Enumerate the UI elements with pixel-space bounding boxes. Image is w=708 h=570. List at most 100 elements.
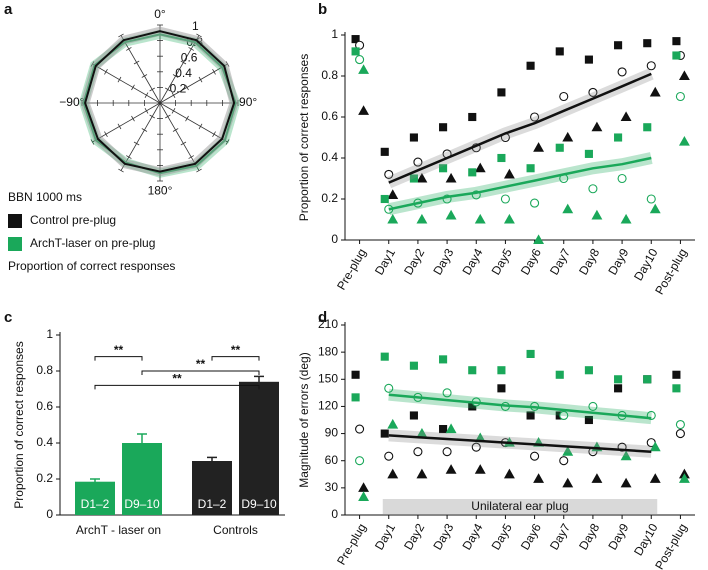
data-point [409, 411, 418, 420]
trend-line [388, 156, 652, 211]
data-point [416, 213, 428, 224]
data-point [497, 153, 506, 163]
r-tick [165, 114, 171, 119]
r-tick [185, 115, 189, 122]
data-point [562, 203, 574, 214]
data-point [380, 194, 389, 204]
r-tick [212, 69, 216, 75]
data-point [439, 355, 448, 364]
data-point [413, 447, 423, 457]
data-point [468, 366, 477, 375]
x-tick-label: Day6 [518, 246, 544, 278]
y-tick-label: 0.2 [321, 191, 338, 205]
x-tick-label: Pre-plug [334, 521, 369, 567]
trend-line [388, 393, 652, 420]
r-tick [133, 141, 140, 146]
x-tick-label: Day8 [576, 246, 602, 278]
data-point [503, 468, 515, 479]
band-label: Unilateral ear plug [471, 499, 568, 513]
data-point [672, 370, 681, 379]
data-point [559, 410, 569, 421]
r-tick [133, 60, 140, 65]
x-tick-label: Day6 [518, 521, 544, 553]
data-point [614, 375, 623, 384]
data-point [384, 169, 394, 179]
data-point [526, 61, 535, 70]
data-point [351, 393, 360, 402]
y-tick-label: 0.4 [321, 150, 338, 164]
y-tick-label: 1 [46, 327, 53, 341]
r-tick [165, 87, 171, 92]
x-tick-label: Day10 [631, 521, 661, 558]
trend-line [388, 434, 652, 453]
data-point [468, 168, 477, 177]
data-point [439, 424, 448, 434]
data-point [474, 464, 486, 474]
data-point [643, 123, 652, 132]
data-point [562, 131, 574, 142]
data-point [562, 446, 574, 456]
x-tick-label: Day4 [459, 246, 485, 278]
data-point [409, 133, 418, 142]
data-point [384, 383, 394, 393]
x-tick-label: Day2 [401, 246, 427, 278]
data-point [678, 473, 690, 483]
bar-label: D9–10 [124, 497, 160, 511]
r-tick [198, 123, 203, 130]
spoke [120, 102, 161, 171]
data-point [380, 429, 389, 438]
r-tick [212, 131, 216, 137]
data-point [555, 47, 564, 56]
x-tick-label: Day1 [372, 521, 398, 553]
y-tick-label: 0 [331, 507, 338, 521]
panel-letter: a [4, 1, 13, 18]
trend-line [388, 72, 652, 184]
data-point [358, 482, 370, 492]
sig-bracket [141, 370, 260, 375]
data-point [416, 172, 428, 183]
x-tick-label: Day10 [631, 246, 661, 283]
caption: Proportion of correct responses [8, 259, 175, 273]
bar-label: D1–2 [198, 497, 227, 511]
spoke [120, 35, 161, 104]
y-tick-label: 30 [325, 480, 339, 494]
data-point [559, 456, 569, 466]
legend-label: Control pre-plug [30, 213, 116, 227]
data-point [584, 415, 593, 425]
data-point [387, 468, 399, 479]
x-tick-label: Day5 [489, 521, 515, 553]
bar-label: D1–2 [81, 497, 110, 511]
data-point [445, 172, 457, 183]
data-point [409, 174, 418, 183]
data-point [355, 55, 365, 65]
data-point [384, 451, 394, 461]
y-tick-label: 180 [318, 344, 338, 358]
bar [239, 381, 279, 515]
data-point [562, 477, 574, 488]
data-point [588, 184, 598, 194]
data-point [351, 370, 360, 379]
r-tick [172, 128, 179, 132]
r-tick [104, 69, 108, 75]
data-point [614, 41, 623, 50]
spoke [159, 35, 200, 104]
r-tick [172, 74, 179, 78]
data-point [617, 173, 627, 184]
y-tick-label: 0.6 [36, 399, 53, 413]
data-point [643, 39, 652, 48]
group-label: ArchT - laser on [76, 523, 161, 537]
data-point [646, 194, 656, 204]
y-axis-label: Proportion of correct responses [297, 54, 311, 221]
r-tick [171, 108, 176, 114]
data-point [620, 111, 632, 122]
data-point [413, 157, 423, 167]
data-point [672, 384, 681, 393]
data-point [584, 55, 593, 64]
data-point [649, 86, 661, 97]
r-tick [131, 84, 135, 91]
data-point [559, 91, 569, 102]
r-tick [141, 128, 148, 132]
plug-band [382, 499, 658, 514]
data-point [588, 401, 598, 411]
r-tick [117, 76, 122, 83]
